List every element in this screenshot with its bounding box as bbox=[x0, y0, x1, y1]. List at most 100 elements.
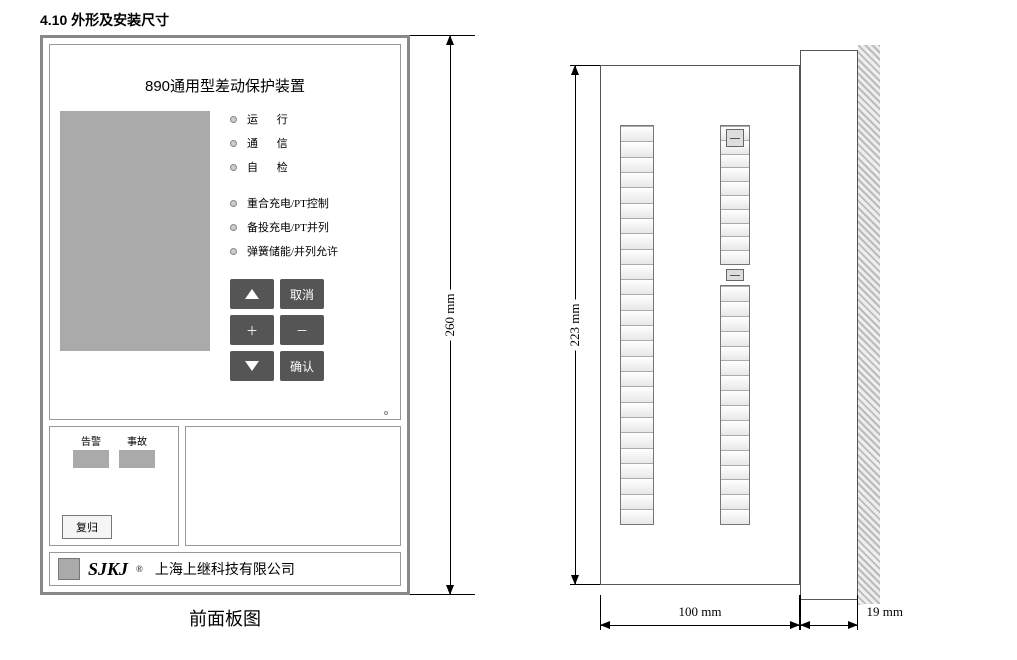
fault-box-icon bbox=[119, 450, 155, 468]
terminal-cell bbox=[721, 435, 749, 450]
terminal-cell bbox=[721, 405, 749, 420]
terminal-cell bbox=[621, 126, 653, 141]
terminal-cell bbox=[621, 325, 653, 340]
front-panel: 890通用型差动保护装置 运 行 通 信 bbox=[40, 35, 410, 595]
led-label: 备投充电/PT并列 bbox=[247, 219, 329, 235]
led-group-1: 运 行 通 信 自 检 bbox=[230, 111, 390, 183]
terminal-cell bbox=[621, 249, 653, 264]
terminal-cell bbox=[621, 448, 653, 463]
mid-row: 运 行 通 信 自 检 bbox=[60, 111, 390, 415]
dimension-19mm: 19 mm bbox=[800, 610, 858, 640]
right-column: 运 行 通 信 自 检 bbox=[220, 111, 390, 415]
key-plus[interactable]: ＋ bbox=[230, 315, 274, 345]
led-selftest: 自 检 bbox=[230, 159, 390, 175]
terminal-cell bbox=[621, 279, 653, 294]
terminal-cell bbox=[721, 236, 749, 250]
display-screen bbox=[60, 111, 210, 351]
dimension-label: 19 mm bbox=[864, 604, 906, 620]
led-reclose: 重合充电/PT控制 bbox=[230, 195, 390, 211]
key-up[interactable] bbox=[230, 279, 274, 309]
terminal-cell bbox=[621, 203, 653, 218]
front-caption: 前面板图 bbox=[40, 605, 410, 631]
small-hole-icon bbox=[384, 411, 388, 415]
terminal-cell bbox=[621, 264, 653, 279]
alarm-box-icon bbox=[73, 450, 109, 468]
key-cancel[interactable]: 取消 bbox=[280, 279, 324, 309]
terminal-cell bbox=[621, 386, 653, 401]
key-minus[interactable]: － bbox=[280, 315, 324, 345]
side-view: 223 mm 100 mm 19 mm bbox=[540, 65, 880, 585]
lower-row: 告警 事故 复归 bbox=[49, 426, 401, 546]
led-label: 弹簧储能/并列允许 bbox=[247, 243, 338, 259]
lower-left-panel: 告警 事故 复归 bbox=[49, 426, 179, 546]
triangle-up-icon bbox=[245, 289, 259, 299]
terminal-cell bbox=[621, 218, 653, 233]
dimension-label: 260 mm bbox=[442, 290, 458, 341]
terminal-cell bbox=[621, 463, 653, 478]
terminal-cell bbox=[721, 465, 749, 480]
terminal-strip-left bbox=[620, 125, 654, 525]
dimension-label: 223 mm bbox=[567, 300, 583, 351]
terminal-cell bbox=[721, 450, 749, 465]
terminal-cell bbox=[721, 420, 749, 435]
dimension-223mm: 223 mm bbox=[560, 65, 590, 585]
terminal-cell bbox=[721, 494, 749, 509]
terminal-cell bbox=[721, 390, 749, 405]
terminal-cell bbox=[621, 356, 653, 371]
terminal-cell bbox=[621, 478, 653, 493]
reset-button[interactable]: 复归 bbox=[62, 515, 112, 539]
led-run: 运 行 bbox=[230, 111, 390, 127]
terminal-cell bbox=[721, 223, 749, 237]
body-front-bezel bbox=[800, 50, 858, 600]
led-dot-icon bbox=[230, 200, 237, 207]
key-confirm[interactable]: 确认 bbox=[280, 351, 324, 381]
alarm-row: 告警 事故 bbox=[56, 433, 172, 468]
led-label: 重合充电/PT控制 bbox=[247, 195, 329, 211]
dimension-100mm: 100 mm bbox=[600, 610, 800, 640]
terminal-cell bbox=[721, 479, 749, 494]
terminal-cell bbox=[621, 417, 653, 432]
terminal-cell bbox=[721, 195, 749, 209]
terminal-cell bbox=[621, 432, 653, 447]
terminal-cell bbox=[621, 187, 653, 202]
terminal-cell bbox=[721, 181, 749, 195]
screw-icon bbox=[726, 129, 744, 147]
logo-text: SJKJ bbox=[88, 559, 128, 580]
terminal-cell bbox=[721, 509, 749, 524]
terminal-cell bbox=[721, 209, 749, 223]
company-name: 上海上继科技有限公司 bbox=[155, 559, 295, 579]
terminal-cell bbox=[621, 141, 653, 156]
terminal-cell bbox=[621, 402, 653, 417]
mounting-plate bbox=[858, 45, 880, 605]
led-dot-icon bbox=[230, 140, 237, 147]
alarm-label: 告警 bbox=[73, 433, 109, 448]
key-down[interactable] bbox=[230, 351, 274, 381]
terminal-cell bbox=[621, 509, 653, 524]
terminal-cell bbox=[621, 294, 653, 309]
front-panel-wrap: 890通用型差动保护装置 运 行 通 信 bbox=[40, 35, 410, 631]
terminal-cell bbox=[621, 310, 653, 325]
fault-indicator: 事故 bbox=[119, 433, 155, 468]
terminal-cell bbox=[621, 172, 653, 187]
led-label: 通 信 bbox=[247, 135, 296, 151]
screw-icon bbox=[726, 269, 744, 281]
terminal-cell bbox=[721, 167, 749, 181]
section-heading: 4.10 外形及安装尺寸 bbox=[40, 10, 1007, 30]
led-dot-icon bbox=[230, 224, 237, 231]
terminal-cell bbox=[721, 375, 749, 390]
terminal-cell bbox=[621, 233, 653, 248]
led-label: 运 行 bbox=[247, 111, 296, 127]
registered-mark-icon: ® bbox=[136, 564, 143, 574]
led-group-2: 重合充电/PT控制 备投充电/PT并列 弹簧储能/并列允许 bbox=[230, 195, 390, 267]
terminal-cell bbox=[721, 331, 749, 346]
terminal-cell bbox=[721, 301, 749, 316]
terminal-cell bbox=[721, 346, 749, 361]
triangle-down-icon bbox=[245, 361, 259, 371]
terminal-cell bbox=[721, 360, 749, 375]
led-dot-icon bbox=[230, 248, 237, 255]
keypad: 取消 ＋ － 确认 bbox=[230, 279, 390, 381]
terminal-cell bbox=[621, 494, 653, 509]
side-view-wrap: 223 mm 100 mm 19 mm bbox=[540, 65, 880, 585]
lower-right-panel bbox=[185, 426, 401, 546]
dimension-260mm: 260 mm bbox=[430, 35, 470, 595]
